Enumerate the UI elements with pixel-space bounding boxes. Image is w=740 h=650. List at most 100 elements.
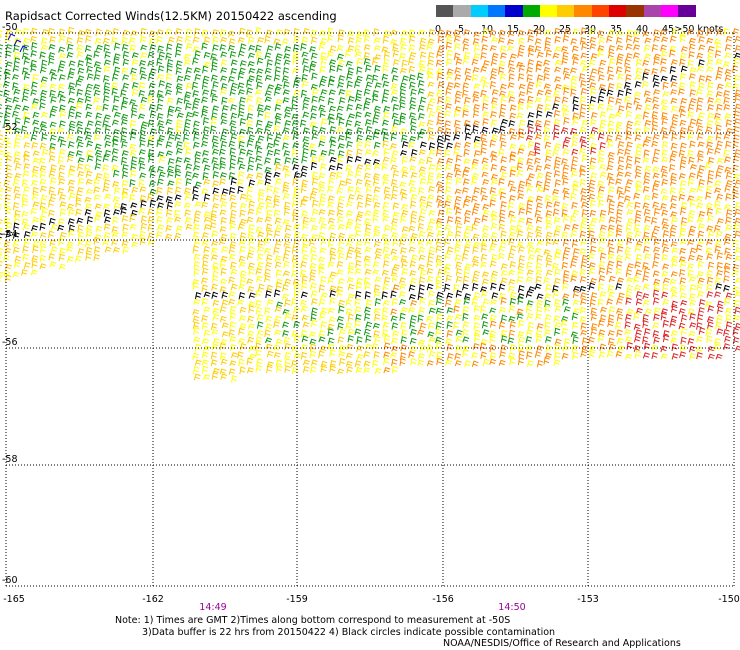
wind-barb [527, 286, 535, 293]
wind-barb [257, 135, 265, 142]
wind-barb [698, 223, 705, 230]
wind-barb [113, 53, 121, 60]
wind-barb [22, 253, 29, 262]
wind-barb [581, 345, 589, 353]
wind-barb [210, 215, 217, 223]
wind-barb [500, 200, 507, 209]
wind-barb [347, 234, 355, 240]
wind-barb [68, 192, 76, 200]
wind-barb [652, 166, 660, 173]
wind-barb [211, 328, 219, 336]
wind-barb [192, 245, 199, 254]
wind-barb [0, 59, 2, 65]
colorbar-label: >50 knots [674, 24, 724, 35]
wind-barb [509, 112, 517, 120]
wind-barb [202, 365, 209, 374]
wind-barb [679, 284, 686, 293]
wind-barb [229, 241, 237, 248]
wind-barb [274, 117, 282, 126]
wind-barb [652, 172, 660, 179]
wind-barb [373, 307, 381, 314]
wind-barb [111, 36, 118, 45]
wind-barb [534, 142, 541, 150]
wind-barb [266, 149, 274, 157]
wind-barb [138, 81, 146, 90]
wind-barb [58, 218, 65, 225]
wind-barb [598, 199, 605, 208]
wind-barb [626, 155, 633, 163]
wind-barb [617, 164, 625, 172]
wind-barb [561, 45, 569, 52]
wind-barb [337, 336, 345, 344]
wind-barb [310, 105, 318, 113]
wind-barb [732, 327, 739, 336]
wind-barb [509, 291, 517, 299]
wind-barb [15, 162, 22, 171]
wind-barb [0, 247, 4, 254]
wind-barb [428, 185, 435, 193]
wind-barb [372, 194, 380, 203]
wind-barb [723, 343, 730, 351]
wind-barb [518, 207, 526, 216]
wind-barb [410, 117, 417, 126]
wind-barb [210, 222, 217, 230]
colorbar-label: 0 [434, 24, 442, 35]
wind-barb [346, 252, 353, 260]
wind-barb [165, 52, 172, 60]
wind-barb [363, 351, 371, 358]
wind-barb [67, 43, 74, 52]
wind-barb [482, 81, 490, 89]
wind-barb [265, 290, 272, 298]
wind-barb [706, 27, 713, 36]
wind-barb [85, 170, 93, 178]
wind-barb [437, 158, 445, 165]
wind-barb [301, 73, 308, 82]
wind-barb [175, 28, 182, 35]
wind-barb [76, 126, 84, 134]
wind-barb [264, 35, 271, 44]
wind-barb [715, 170, 722, 179]
wind-barb [67, 150, 75, 158]
wind-barb [635, 185, 642, 193]
wind-barb [579, 276, 587, 283]
wind-barb [706, 37, 714, 45]
wind-barb [264, 52, 272, 60]
wind-barb [706, 276, 714, 285]
wind-barb [381, 162, 388, 171]
wind-barb [608, 186, 615, 194]
wind-barb [258, 283, 265, 291]
wind-barb [266, 209, 273, 218]
wind-barb [444, 224, 452, 231]
wind-barb [543, 59, 551, 67]
wind-barb [302, 254, 309, 262]
wind-barb [12, 231, 20, 239]
wind-barb [526, 261, 533, 270]
wind-barb [616, 44, 624, 51]
wind-barb [473, 241, 481, 248]
wind-barb [266, 142, 274, 150]
wind-barb [193, 260, 200, 269]
wind-barb [453, 29, 461, 37]
wind-barb [446, 68, 454, 75]
wind-barb [435, 282, 442, 290]
wind-barb [210, 125, 217, 134]
wind-barb [680, 155, 687, 164]
wind-barb [32, 240, 40, 248]
wind-barb [267, 84, 275, 90]
wind-barb [364, 140, 371, 149]
wind-barb [94, 37, 102, 45]
wind-barb [373, 225, 381, 233]
wind-barb [644, 215, 651, 223]
latitude-label: -52 [2, 122, 18, 133]
wind-barb [347, 170, 354, 178]
wind-barb [436, 141, 444, 150]
wind-barb [238, 135, 245, 143]
wind-barb [527, 59, 535, 67]
wind-barb [219, 342, 226, 351]
wind-barb [473, 135, 481, 143]
wind-barb [93, 50, 100, 59]
wind-barb [93, 178, 101, 186]
wind-barb [131, 233, 139, 241]
wind-barb [390, 193, 398, 201]
wind-barb [409, 81, 416, 90]
